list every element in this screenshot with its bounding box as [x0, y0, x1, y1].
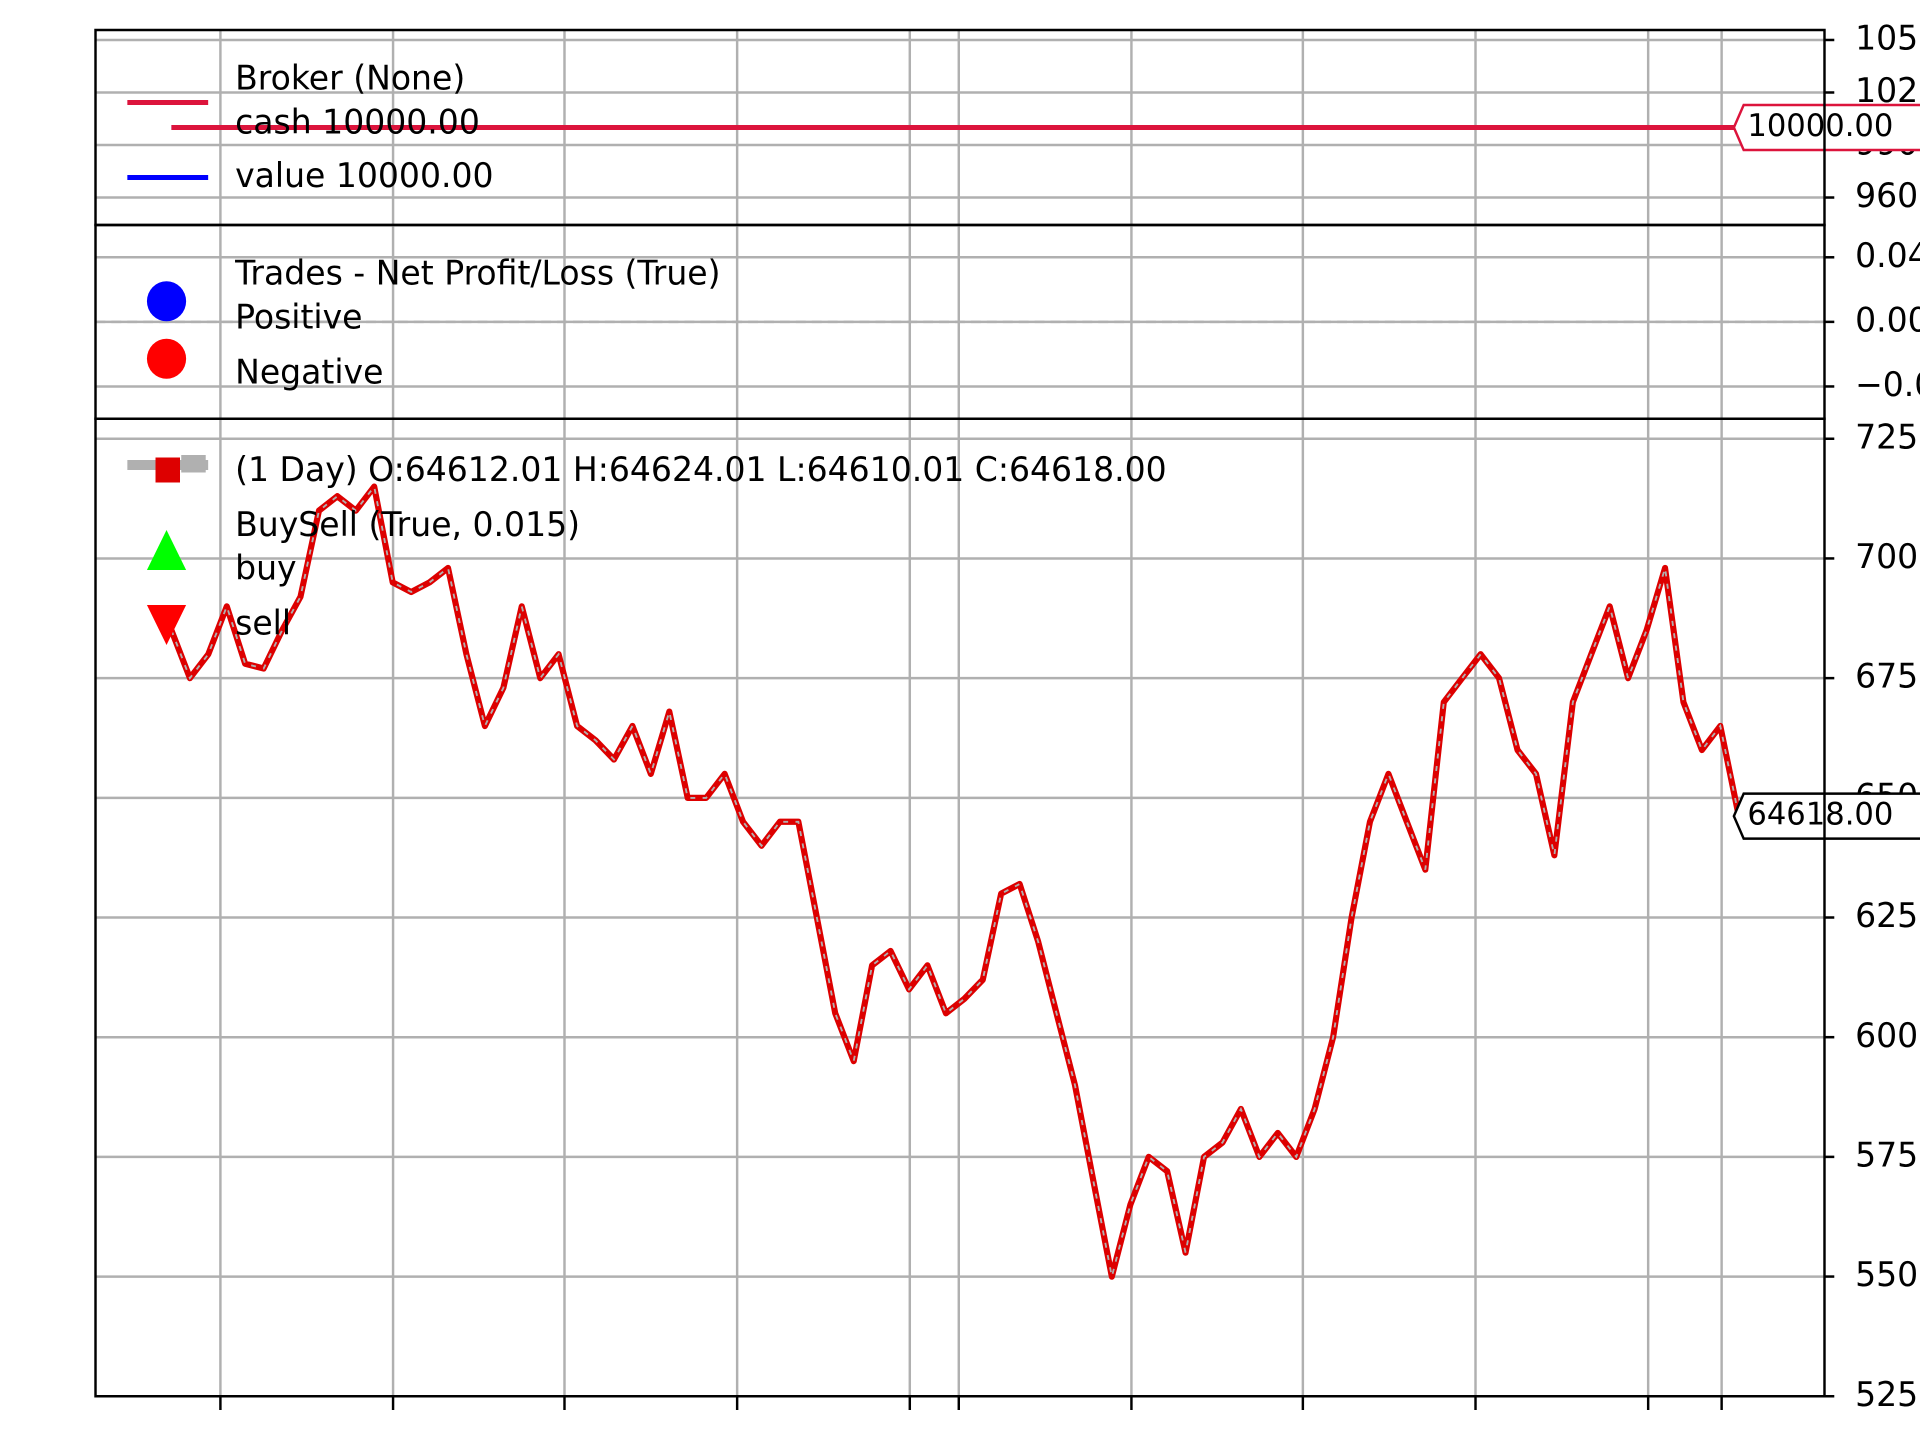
legend-title: Broker (None) [235, 58, 465, 97]
y-tick-label: 10500 [1855, 18, 1920, 57]
y-tick-label: 52500 [1855, 1375, 1920, 1414]
y-tick-label: 0.04 [1855, 236, 1920, 275]
last-value-label: 10000.00 [1747, 108, 1893, 144]
legend-title: BuySell (True, 0.015) [235, 505, 580, 544]
legend-label: Positive [235, 297, 362, 336]
legend-swatch [181, 455, 206, 473]
legend-label: sell [235, 603, 291, 642]
last-value-tag [1732, 792, 1920, 840]
legend-label: cash 10000.00 [235, 102, 480, 141]
y-tick-label: 70000 [1855, 537, 1920, 576]
legend-label: Negative [235, 352, 383, 391]
legend-label: value 10000.00 [235, 156, 493, 195]
legend-label: buy [235, 548, 296, 587]
legend-title: Trades - Net Profit/Loss (True) [234, 253, 720, 292]
last-value-tag [1732, 103, 1920, 152]
price-line-highlight [170, 484, 1740, 1277]
y-tick-label: 57500 [1855, 1135, 1920, 1174]
y-tick-label: −0.04 [1855, 365, 1920, 404]
legend-swatch [155, 457, 180, 483]
y-tick-label: 72500 [1855, 417, 1920, 456]
legend-swatch [146, 281, 187, 322]
y-tick-label: 55000 [1855, 1255, 1920, 1294]
legend-marker [146, 605, 187, 645]
legend-label: (1 Day) O:64612.01 H:64624.01 L:64610.01… [235, 450, 1167, 489]
legend-marker [146, 530, 187, 570]
y-tick-label: 10200 [1855, 71, 1920, 110]
y-tick-label: 9600 [1855, 176, 1920, 215]
y-tick-label: 67500 [1855, 656, 1920, 695]
legend-swatch [146, 338, 187, 379]
last-value-label: 64618.00 [1747, 796, 1893, 832]
y-tick-label: 0.00 [1855, 300, 1920, 339]
y-tick-label: 60000 [1855, 1015, 1920, 1054]
y-tick-label: 62500 [1855, 896, 1920, 935]
